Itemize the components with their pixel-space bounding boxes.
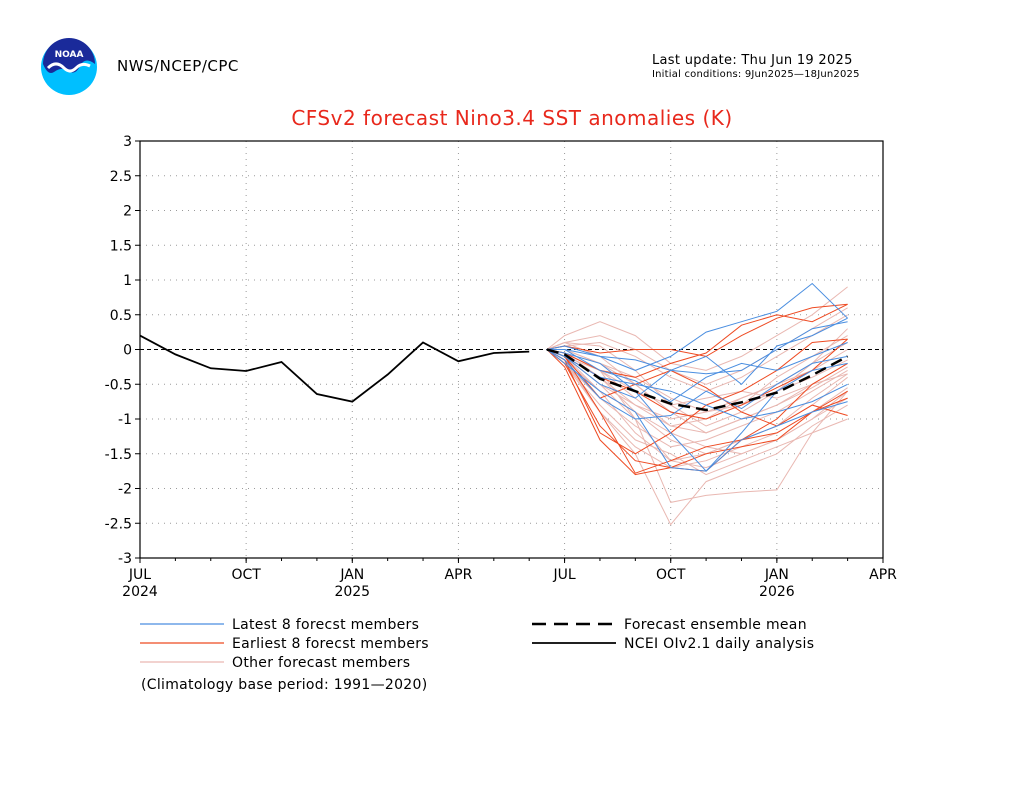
latest-member-line <box>546 342 848 403</box>
other-member-line <box>546 286 848 371</box>
earliest-member-line <box>546 303 848 357</box>
x-tick-label: OCT <box>656 567 686 583</box>
ensemble-mean-layer <box>546 348 849 412</box>
legend-label-mean: Forecast ensemble mean <box>624 617 807 633</box>
y-tick-label: 2.5 <box>110 169 132 185</box>
latest-member-line <box>546 317 848 385</box>
x-tick-year-label: 2025 <box>334 584 370 600</box>
other-member-line <box>546 349 848 406</box>
latest-member-line <box>546 282 848 371</box>
initial-conditions: Initial conditions: 9Jun2025—18Jun2025 <box>652 69 860 80</box>
other-member-line <box>546 349 848 462</box>
latest-member-line <box>546 349 848 472</box>
y-tick-label: -0.5 <box>105 377 132 393</box>
earliest-member-line <box>546 349 848 476</box>
legend-label-latest: Latest 8 forecst members <box>232 617 419 633</box>
y-tick-label: -3 <box>118 551 132 567</box>
latest-member-line <box>546 349 848 420</box>
last-update: Last update: Thu Jun 19 2025 <box>652 53 853 68</box>
axis-layer: 32.521.510.50-0.5-1-1.5-2-2.5-3JUL2024OC… <box>105 134 897 600</box>
y-tick-label: -2.5 <box>105 516 132 532</box>
ensemble-mean-line <box>546 348 849 412</box>
legend: Latest 8 forecst members Earliest 8 forec… <box>140 617 814 671</box>
x-tick-label: JUL <box>552 567 575 583</box>
noaa-logo: NOAA <box>40 38 98 100</box>
legend-label-earliest: Earliest 8 forecst members <box>232 636 429 652</box>
logo-text: NOAA <box>55 50 84 60</box>
x-tick-label: APR <box>869 567 897 583</box>
earliest-member-line <box>546 303 848 378</box>
other-member-line <box>546 314 848 392</box>
observed-analysis-line <box>139 334 530 403</box>
x-tick-label: JAN <box>339 567 364 583</box>
climatology-note: (Climatology base period: 1991—2020) <box>141 677 428 693</box>
earliest-member-line <box>546 349 848 474</box>
latest-member-line <box>546 349 848 472</box>
y-tick-label: 1.5 <box>110 238 132 254</box>
other-member-line <box>546 349 848 413</box>
y-tick-label: -2 <box>118 482 132 498</box>
plot-frame <box>139 140 884 559</box>
other-members-layer <box>546 286 848 526</box>
legend-label-other: Other forecast members <box>232 655 410 671</box>
observed-layer <box>139 334 530 403</box>
y-tick-label: 0 <box>123 343 132 359</box>
org-label: NWS/NCEP/CPC <box>117 57 239 75</box>
x-tick-year-label: 2024 <box>122 584 158 600</box>
chart-title: CFSv2 forecast Nino3.4 SST anomalies (K) <box>291 106 733 130</box>
x-tick-label: JAN <box>764 567 789 583</box>
y-tick-label: -1 <box>118 412 132 428</box>
x-tick-label: JUL <box>128 567 151 583</box>
latest-member-line <box>546 321 848 399</box>
y-tick-label: -1.5 <box>105 447 132 463</box>
y-tick-label: 3 <box>123 134 132 150</box>
legend-label-analysis: NCEI OIv2.1 daily analysis <box>624 636 814 652</box>
y-tick-label: 2 <box>123 204 132 220</box>
y-tick-label: 0.5 <box>110 308 132 324</box>
y-tick-label: 1 <box>123 273 132 289</box>
x-tick-label: APR <box>445 567 473 583</box>
x-tick-year-label: 2026 <box>759 584 795 600</box>
earliest-member-line <box>546 338 848 455</box>
other-member-line <box>546 349 848 448</box>
x-tick-label: OCT <box>231 567 261 583</box>
